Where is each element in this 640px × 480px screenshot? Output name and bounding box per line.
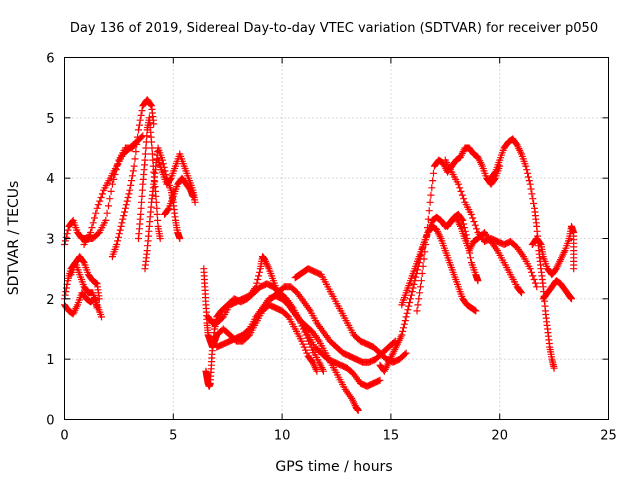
series-arc-p	[291, 265, 410, 366]
series-arc-f	[108, 96, 158, 261]
x-tick-label: 10	[274, 429, 291, 444]
y-tick-label: 4	[46, 172, 54, 187]
point-markers	[539, 277, 575, 303]
x-tick-label: 0	[60, 429, 68, 444]
y-tick-label: 0	[46, 414, 54, 429]
point-markers	[291, 265, 410, 366]
series-arc-t	[441, 156, 541, 291]
y-tick-label: 2	[46, 293, 54, 308]
x-tick-label: 20	[491, 429, 508, 444]
point-markers	[108, 96, 158, 261]
series-arc-x	[539, 277, 575, 303]
y-tick-label: 5	[46, 112, 54, 127]
axis-ticks: 0 5 10 15 20 25 0 1 2 3 4 5 6	[46, 52, 617, 444]
point-markers	[61, 289, 101, 318]
series-arc-c	[61, 289, 101, 318]
series-arc-h	[141, 144, 184, 273]
series-arc-d	[67, 253, 103, 303]
x-tick-label: 15	[383, 429, 400, 444]
series-arc-a	[61, 138, 140, 248]
x-axis-label: GPS time / hours	[275, 459, 392, 475]
x-tick-label: 5	[169, 429, 177, 444]
chart-title: Day 136 of 2019, Sidereal Day-to-day VTE…	[70, 21, 598, 36]
y-tick-label: 1	[46, 353, 54, 368]
point-markers	[444, 213, 525, 297]
series-arc-v	[487, 135, 558, 372]
x-tick-label: 25	[600, 429, 617, 444]
y-tick-label: 6	[46, 52, 54, 67]
point-markers	[441, 156, 541, 291]
series-arc-u	[444, 213, 525, 297]
y-tick-label: 3	[46, 233, 54, 248]
data-points	[61, 96, 578, 414]
point-markers	[61, 138, 140, 248]
series-arc-j	[161, 174, 197, 218]
point-markers	[413, 144, 504, 315]
y-axis-label: SDTVAR / TECUs	[6, 181, 22, 296]
point-markers	[528, 222, 578, 279]
series-arc-w	[528, 222, 578, 279]
point-markers	[161, 174, 197, 218]
point-markers	[141, 144, 184, 273]
series-arc-s	[413, 144, 504, 315]
point-markers	[487, 135, 558, 372]
point-markers	[67, 253, 103, 303]
